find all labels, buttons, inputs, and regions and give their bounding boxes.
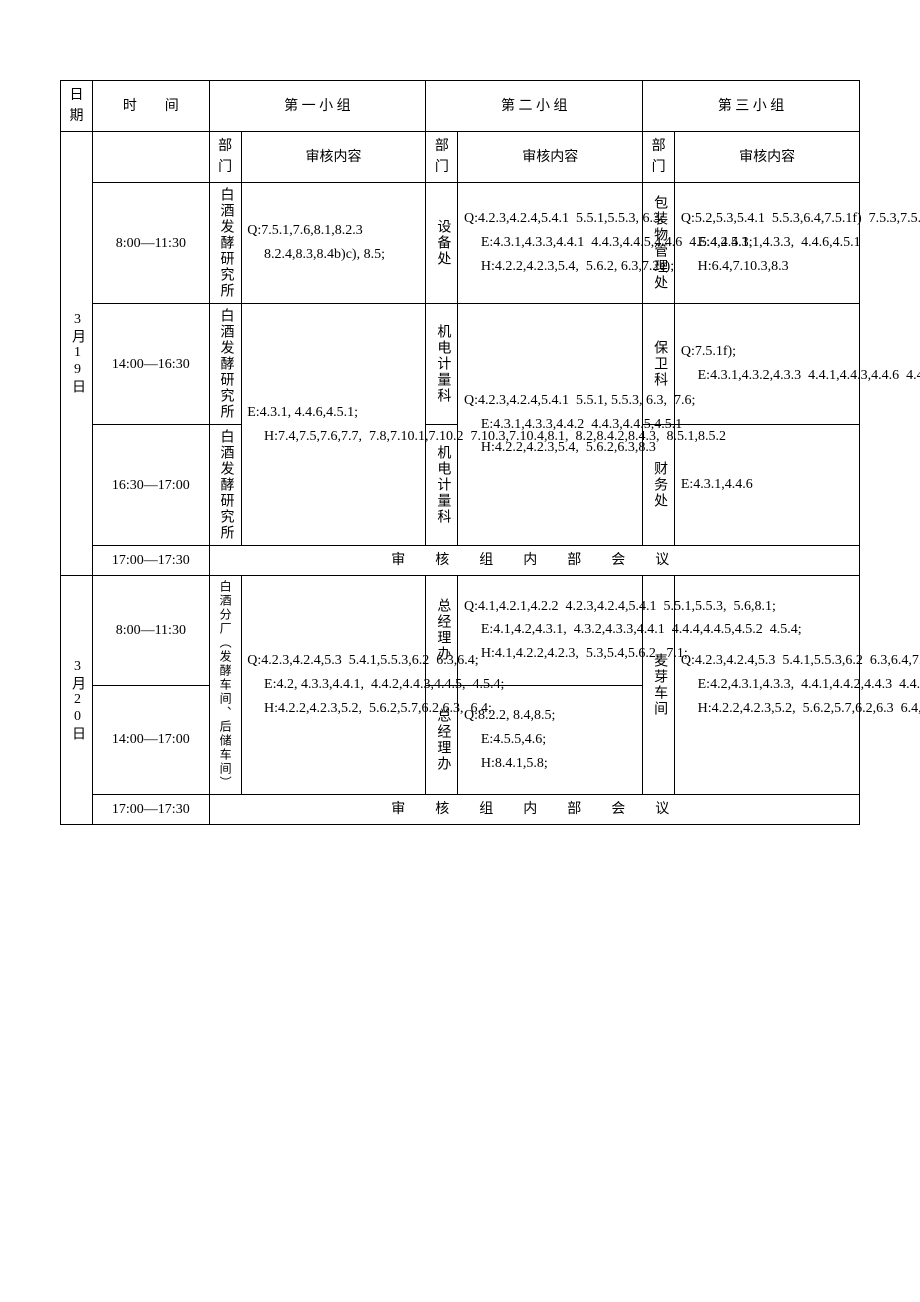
content-r1g3: Q:5.2,5.3,5.4.1 5.5.3,6.4,7.5.1f) 7.5.3,…: [675, 183, 860, 304]
time-4: 17:00—17:30: [93, 546, 209, 576]
content-r5g2: Q:4.1,4.2.1,4.2.2 4.2.3,4.2.4,5.4.1 5.5.…: [458, 576, 643, 686]
sub-dept-3: 部门: [643, 132, 675, 183]
time-7: 17:00—17:30: [93, 795, 209, 825]
row-4-meeting: 17:00—17:30 审 核 组 内 部 会 议: [61, 546, 860, 576]
dept-baijiu-2: 白酒发酵研究所: [209, 304, 241, 425]
row-2: 14:00—16:30 白酒发酵研究所 E:4.3.1, 4.4.6,4.5.1…: [61, 304, 860, 425]
blank-time: [93, 132, 209, 183]
header-group3: 第 三 小 组: [643, 81, 860, 132]
header-date: 日期: [61, 81, 93, 132]
dept-baijiu-factory: 白酒分厂（发酵车间、后储车间）: [209, 576, 241, 795]
dept-baijiu-1: 白酒发酵研究所: [209, 183, 241, 304]
time-6: 14:00—17:00: [93, 685, 209, 795]
dept-equipment: 设备处: [426, 183, 458, 304]
header-group2: 第 二 小 组: [426, 81, 643, 132]
time-5: 8:00—11:30: [93, 576, 209, 686]
header-group1: 第 一 小 组: [209, 81, 426, 132]
sub-dept-1: 部门: [209, 132, 241, 183]
date-2: 3月20日: [61, 576, 93, 825]
sub-content-2: 审核内容: [458, 132, 643, 183]
row-7-meeting: 17:00—17:30 审 核 组 内 部 会 议: [61, 795, 860, 825]
header-row-2: 3月19日 部门 审核内容 部门 审核内容 部门 审核内容: [61, 132, 860, 183]
time-1: 8:00—11:30: [93, 183, 209, 304]
dept-baijiu-3: 白酒发酵研究所: [209, 425, 241, 546]
content-r2g1: E:4.3.1, 4.4.6,4.5.1;H:7.4,7.5,7.6,7.7, …: [241, 304, 426, 546]
content-r5g1: Q:4.2.3,4.2.4,5.3 5.4.1,5.5.3,6.2 6.3,6.…: [241, 576, 426, 795]
date-1: 3月19日: [61, 132, 93, 576]
dept-jidian-1: 机电计量科: [426, 304, 458, 425]
content-r2g3: Q:7.5.1f);E:4.3.1,4.3.2,4.3.3 4.4.1,4.4.…: [675, 304, 860, 425]
meeting-2: 审 核 组 内 部 会 议: [209, 795, 859, 825]
sub-content-1: 审核内容: [241, 132, 426, 183]
meeting-1: 审 核 组 内 部 会 议: [209, 546, 859, 576]
header-time: 时 间: [93, 81, 209, 132]
content-r2g2: Q:4.2.3,4.2.4,5.4.1 5.5.1, 5.5.3, 6.3, 7…: [458, 304, 643, 546]
time-2: 14:00—16:30: [93, 304, 209, 425]
schedule-table: 日期 时 间 第 一 小 组 第 二 小 组 第 三 小 组 3月19日 部门 …: [60, 80, 860, 825]
sub-content-3: 审核内容: [675, 132, 860, 183]
time-3: 16:30—17:00: [93, 425, 209, 546]
header-row-1: 日期 时 间 第 一 小 组 第 二 小 组 第 三 小 组: [61, 81, 860, 132]
row-5: 3月20日 8:00—11:30 白酒分厂（发酵车间、后储车间） Q:4.2.3…: [61, 576, 860, 686]
content-r1g1: Q:7.5.1,7.6,8.1,8.2.3 8.2.4,8.3,8.4b)c),…: [241, 183, 426, 304]
sub-dept-2: 部门: [426, 132, 458, 183]
content-r1g2: Q:4.2.3,4.2.4,5.4.1 5.5.1,5.5.3, 6.3;E:4…: [458, 183, 643, 304]
row-1: 8:00—11:30 白酒发酵研究所 Q:7.5.1,7.6,8.1,8.2.3…: [61, 183, 860, 304]
